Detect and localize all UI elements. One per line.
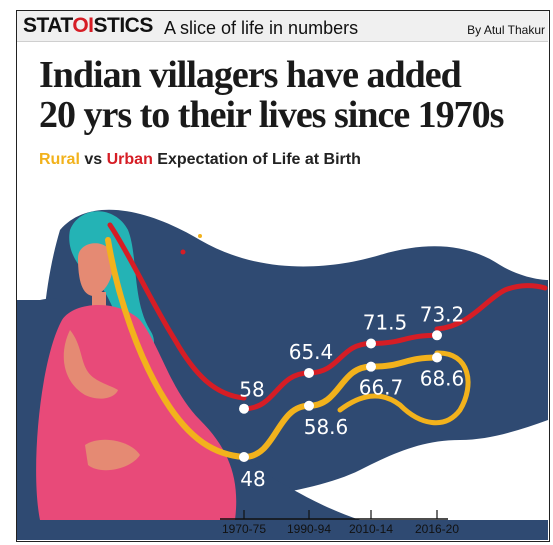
data-label-urban: 65.4 [289,340,334,364]
data-point-rural [366,361,376,372]
tagline: A slice of life in numbers [164,18,359,38]
figure-dress [36,305,237,520]
figure-hand [85,439,140,471]
header-banner: STATOISTICS A slice of life in numbers B… [17,11,548,42]
urban-tail-decor [107,222,247,401]
data-label-rural: 48 [240,467,265,491]
series-line-rural [241,354,440,460]
data-label-rural: 66.7 [359,376,404,400]
subtitle-rest: Expectation of Life at Birth [157,151,361,168]
data-label-urban: 71.5 [363,310,408,334]
subtitle-vs: vs [84,151,103,168]
data-point-urban [432,330,442,341]
data-point-rural [239,452,249,462]
brand-logo: STATOISTICS [23,14,153,38]
chart-subtitle: Rural vs Urban Expectation of Life at Bi… [39,151,361,169]
headline-line-1: Indian villagers have added [39,54,462,96]
data-point-urban [239,403,249,414]
figure-neck [92,292,106,308]
headline: Indian villagers have added 20 yrs to th… [39,55,549,135]
series-line-urban [241,332,440,412]
decor-dot [198,234,202,238]
decor-dot [180,249,186,255]
x-tick-label: 2010-14 [349,522,393,536]
data-point-urban [366,338,376,349]
brand-text-3: STICS [93,14,154,37]
data-label-urban: 73.2 [420,302,465,326]
data-point-rural [304,400,314,411]
byline: By Atul Thakur [467,23,545,37]
data-label-rural: 68.6 [420,367,465,391]
x-tick-label: 1990-94 [287,522,331,536]
data-label-urban: 58 [239,378,264,402]
brand-text-1: STAT [23,14,73,37]
brand-text-2: OI [72,14,94,37]
x-tick-label: 2016-20 [415,522,459,536]
data-point-urban [304,367,314,378]
data-point-rural [432,352,442,363]
figure-face [78,243,114,296]
headline-line-2: 20 yrs to their lives since 1970s [39,94,504,136]
rural-tail-decor [105,237,247,460]
rural-tail-right [337,350,471,426]
data-label-rural: 58.6 [304,415,349,439]
x-tick-label: 1970-75 [222,522,266,536]
figure-arm [63,330,118,399]
subtitle-rural: Rural [39,151,80,168]
subtitle-urban: Urban [106,151,153,168]
urban-tail-right [434,283,548,332]
